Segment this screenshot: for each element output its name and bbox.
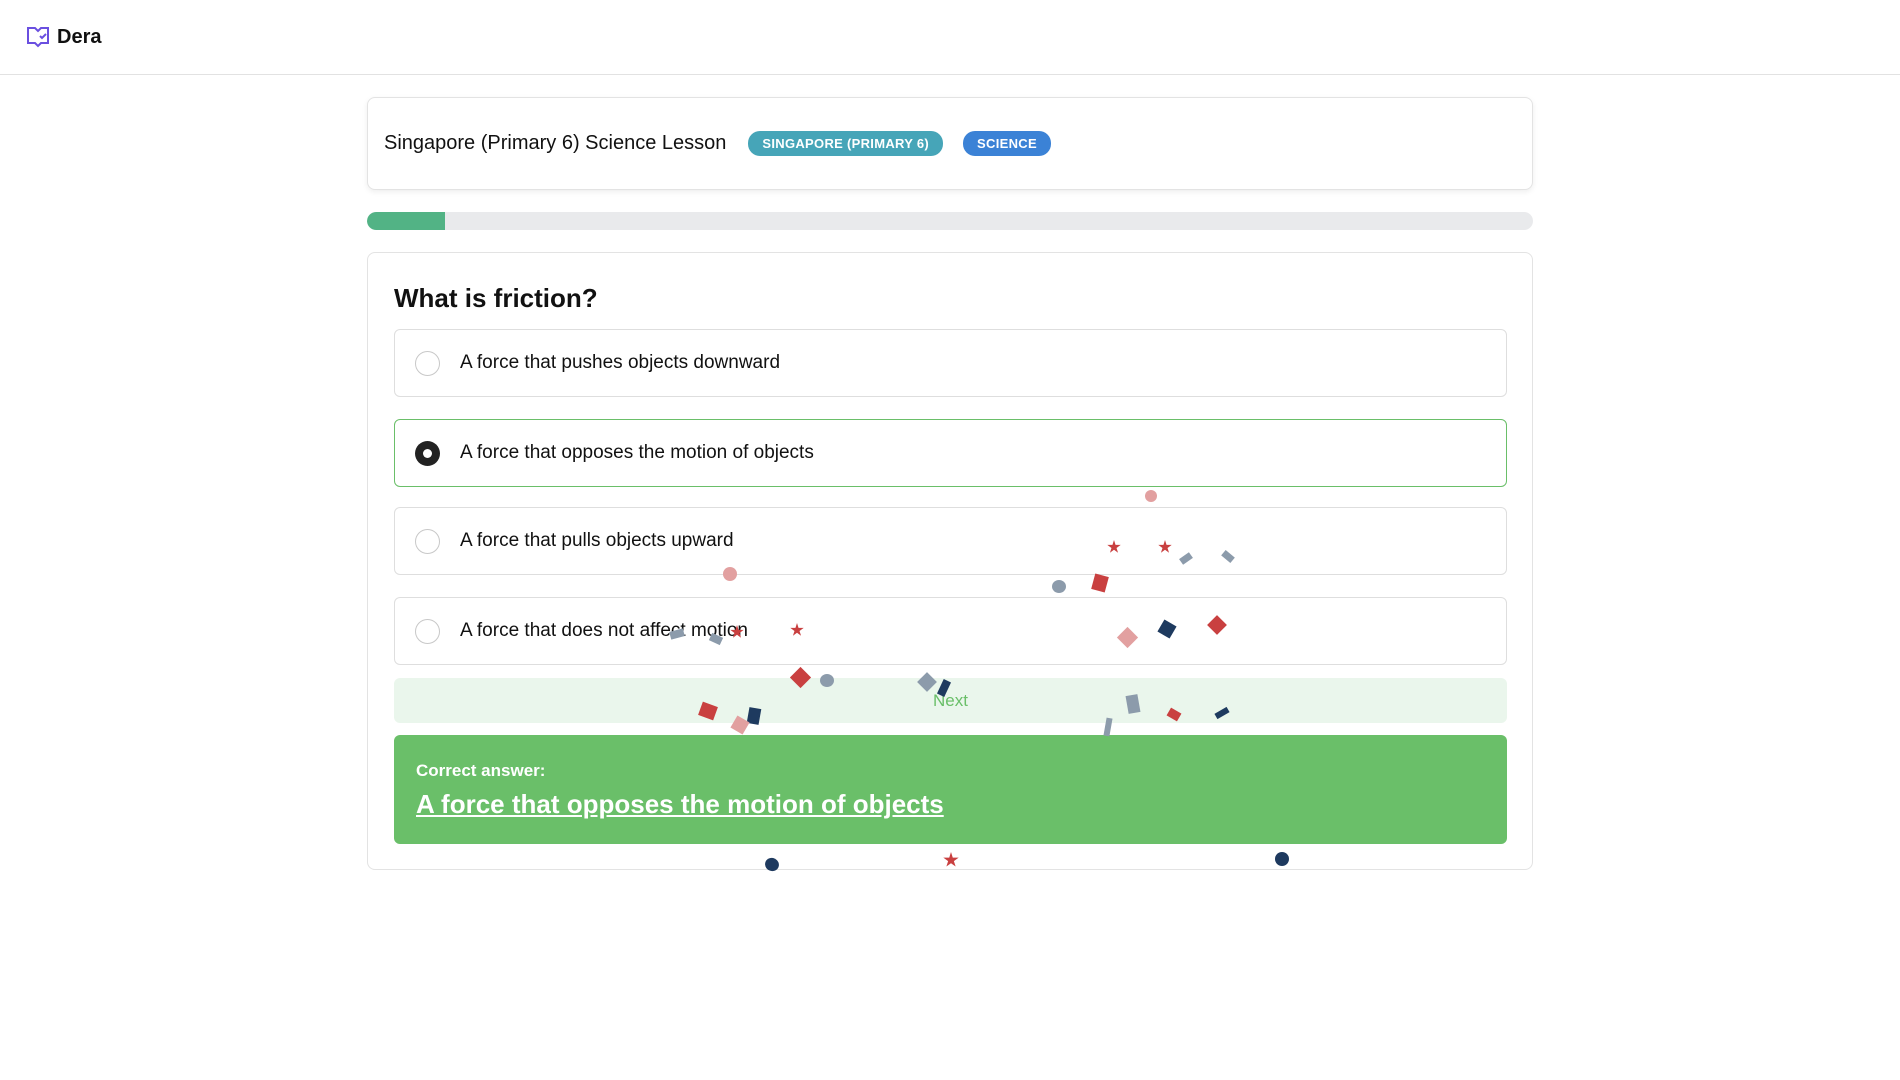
badge-subject: SCIENCE <box>963 131 1051 156</box>
lesson-title: Singapore (Primary 6) Science Lesson <box>384 132 727 154</box>
logo[interactable]: Dera <box>26 26 101 49</box>
question-card: What is friction? A force that pushes ob… <box>367 252 1533 870</box>
question-title: What is friction? <box>394 283 598 313</box>
option-2[interactable]: A force that opposes the motion of objec… <box>394 419 1507 487</box>
option-1[interactable]: A force that pushes objects downward <box>394 329 1507 397</box>
option-3[interactable]: A force that pulls objects upward <box>394 507 1507 575</box>
radio-icon[interactable] <box>415 528 440 554</box>
radio-selected-icon[interactable] <box>415 440 440 466</box>
badge-level: SINGAPORE (PRIMARY 6) <box>748 131 944 156</box>
option-label: A force that does not affect motion <box>460 620 748 641</box>
option-label: A force that pulls objects upward <box>460 530 734 551</box>
book-check-icon <box>27 27 49 48</box>
progress-bar <box>367 212 1533 230</box>
correct-answer-panel: Correct answer: A force that opposes the… <box>394 735 1507 844</box>
next-button[interactable]: Next <box>394 678 1507 723</box>
option-label: A force that pushes objects downward <box>460 352 781 373</box>
lesson-header: Singapore (Primary 6) Science Lesson SIN… <box>367 97 1533 190</box>
radio-icon[interactable] <box>415 618 440 644</box>
correct-answer-label: Correct answer: <box>416 761 546 780</box>
progress-fill <box>367 212 446 230</box>
top-bar: Dera <box>0 0 1900 75</box>
radio-icon[interactable] <box>415 350 440 376</box>
option-label: A force that opposes the motion of objec… <box>460 442 814 463</box>
correct-answer-text: A force that opposes the motion of objec… <box>416 789 944 819</box>
app-name: Dera <box>57 25 102 48</box>
option-4[interactable]: A force that does not affect motion <box>394 597 1507 665</box>
